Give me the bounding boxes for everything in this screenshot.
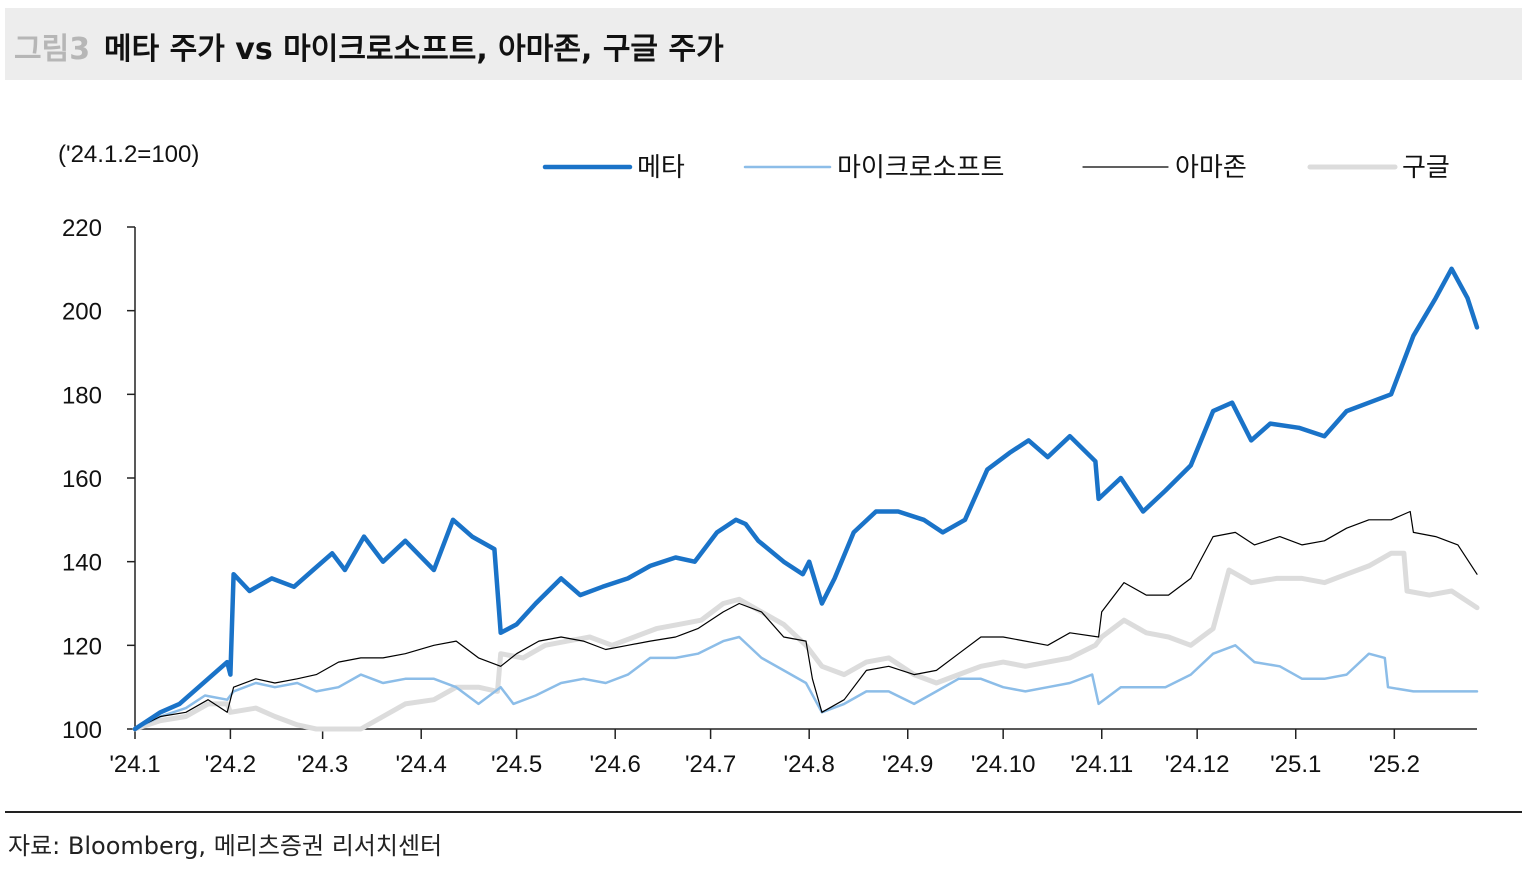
- x-tick-label: '24.5: [491, 751, 542, 778]
- series-lines: [132, 266, 1480, 732]
- x-tick-label: '24.1: [109, 751, 160, 778]
- figure-label: 그림3: [14, 32, 91, 67]
- series-line-0: [132, 266, 1480, 732]
- title-bar: [5, 8, 1522, 80]
- series-line-2: [134, 510, 1478, 730]
- y-tick-label: 180: [62, 382, 102, 409]
- x-tick-label: '24.6: [590, 751, 641, 778]
- series-line-1: [133, 635, 1479, 731]
- legend-label-1: 마이크로소프트: [837, 152, 1004, 182]
- footer-divider: [5, 811, 1522, 813]
- axes: 100 120 140 160 180 200 220 '24.1 '24.2 '24.3 '24.…: [62, 215, 1477, 778]
- x-tick-label: '24.12: [1165, 751, 1230, 778]
- x-tick-label: '25.1: [1270, 751, 1321, 778]
- y-tick-label: 100: [62, 717, 102, 744]
- x-tick-label: '24.10: [971, 751, 1036, 778]
- x-tick-label: '24.11: [1070, 751, 1133, 778]
- y-tick-label: 200: [62, 299, 102, 326]
- legend-label-3: 구글: [1402, 152, 1450, 182]
- legend-label-2: 아마존: [1175, 152, 1247, 182]
- y-tick-label: 120: [62, 633, 102, 660]
- legend-label-0: 메타: [637, 152, 685, 182]
- figure-title: 메타 주가 vs 마이크로소프트, 아마존, 구글 주가: [104, 32, 724, 67]
- y-tick-label: 140: [62, 550, 102, 577]
- x-tick-label: '25.2: [1369, 751, 1420, 778]
- x-tick-label: '24.3: [297, 751, 348, 778]
- y-tick-label: 220: [62, 215, 102, 242]
- y-tick-label: 160: [62, 466, 102, 493]
- unit-label: ('24.1.2=100): [58, 141, 199, 168]
- x-tick-label: '24.8: [784, 751, 835, 778]
- x-tick-label: '24.2: [205, 751, 256, 778]
- series-line-3: [132, 550, 1480, 732]
- x-tick-label: '24.7: [685, 751, 736, 778]
- x-tick-label: '24.9: [882, 751, 933, 778]
- source-note: 자료: Bloomberg, 메리츠증권 리서치센터: [8, 832, 443, 860]
- legend: 메타 마이크로소프트 아마존 구글: [542, 152, 1450, 182]
- x-tick-label: '24.4: [396, 751, 447, 778]
